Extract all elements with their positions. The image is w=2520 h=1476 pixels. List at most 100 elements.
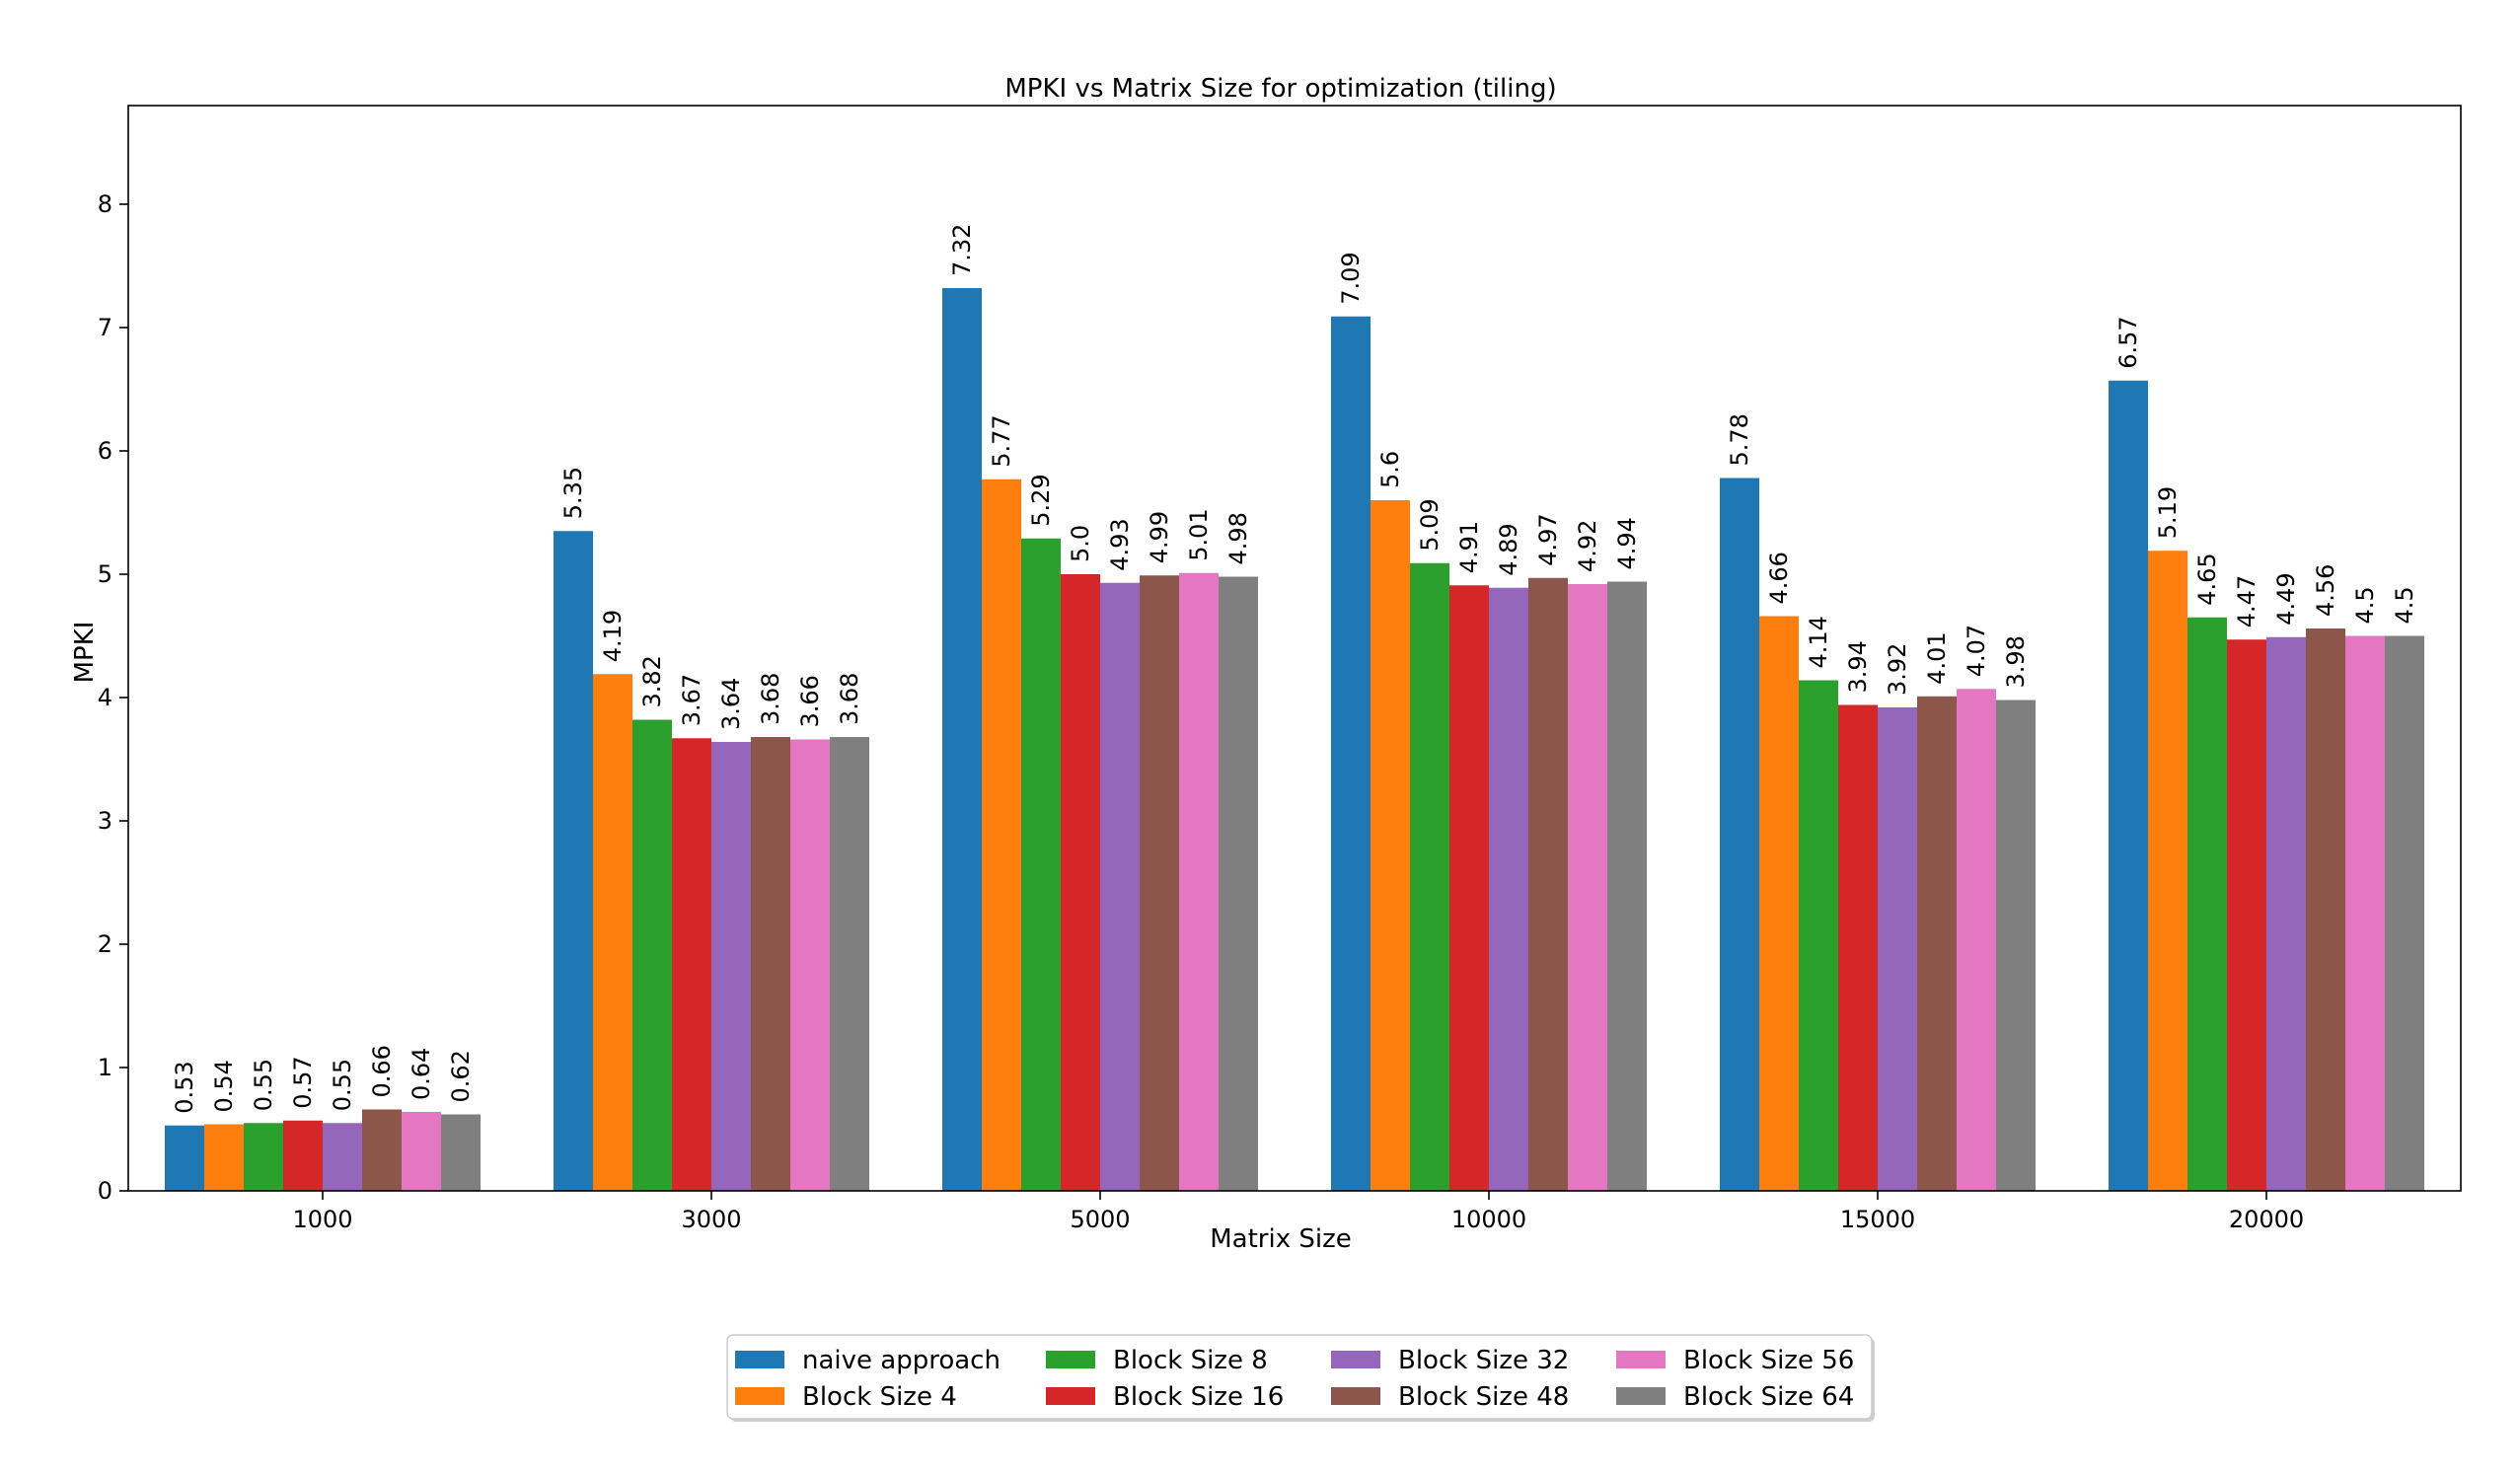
bar-value-label: 3.98 <box>2002 635 2030 688</box>
bar <box>672 738 711 1191</box>
bar-value-label: 3.68 <box>757 673 784 725</box>
bar <box>751 737 790 1191</box>
bar-value-label: 5.01 <box>1185 508 1213 560</box>
bar <box>1449 585 1489 1191</box>
legend-entry-label: Block Size 56 <box>1683 1346 1854 1375</box>
legend: naive approach Block Size 4 Block Size 8 Bl… <box>726 1334 1875 1422</box>
bar-value-label: 3.64 <box>717 678 745 730</box>
legend-entry-label: Block Size 8 <box>1113 1346 1268 1375</box>
bar <box>244 1123 283 1191</box>
bar <box>1878 707 1917 1191</box>
bar <box>1568 584 1607 1191</box>
y-tick-label: 3 <box>98 807 112 835</box>
bar-value-label: 0.55 <box>329 1059 356 1111</box>
bar-value-label: 3.66 <box>796 675 824 727</box>
bar <box>790 739 830 1191</box>
bar <box>323 1123 362 1191</box>
bar-value-label: 7.32 <box>948 224 976 276</box>
legend-swatch <box>1331 1387 1380 1405</box>
x-tick-label: 15000 <box>1840 1206 1915 1233</box>
bar-value-label: 5.09 <box>1416 498 1444 551</box>
bar <box>2345 635 2385 1191</box>
bar <box>982 479 1021 1191</box>
bar <box>1528 577 1568 1191</box>
chart-title: MPKI vs Matrix Size for optimization (ti… <box>1004 74 1556 104</box>
bar-value-label: 7.09 <box>1337 252 1365 304</box>
x-tick-label: 5000 <box>1070 1206 1130 1233</box>
bar-value-label: 3.92 <box>1884 643 1911 696</box>
y-tick-label: 4 <box>98 684 112 711</box>
bar <box>2266 636 2306 1191</box>
legend-entry-label: Block Size 64 <box>1683 1382 1854 1412</box>
bar <box>283 1120 323 1191</box>
legend-entry-label: naive approach <box>802 1346 1001 1375</box>
axes-layer: 0 1 2 3 4 5 6 7 8 1000 3000 5000 10000 15000 20000 <box>98 105 2462 1233</box>
bar-value-label: 5.6 <box>1376 451 1404 488</box>
bar <box>942 288 982 1191</box>
y-tick-label: 2 <box>98 930 112 958</box>
bar <box>1838 704 1878 1191</box>
bar <box>1100 582 1140 1191</box>
bar-value-label: 3.67 <box>678 674 705 726</box>
bar-value-label: 5.35 <box>559 467 587 519</box>
bar <box>1799 680 1838 1191</box>
legend-box <box>726 1334 1873 1420</box>
bar-value-label: 4.97 <box>1534 513 1562 565</box>
bar-value-label: 4.66 <box>1765 552 1793 604</box>
legend-entry-label: Block Size 16 <box>1113 1382 1284 1412</box>
bar-value-label: 3.68 <box>836 673 863 725</box>
bar <box>1607 581 1647 1191</box>
bar <box>1021 538 1061 1191</box>
y-tick-label: 0 <box>98 1177 112 1205</box>
bar-value-label: 4.92 <box>1574 520 1601 572</box>
bar <box>1371 500 1410 1191</box>
legend-swatch <box>1616 1387 1666 1405</box>
x-tick-label: 10000 <box>1451 1206 1526 1233</box>
bar <box>1957 689 1996 1191</box>
bar-value-label: 0.54 <box>210 1060 238 1112</box>
bar-value-label: 4.5 <box>2391 586 2418 624</box>
bar-value-label: 4.98 <box>1224 512 1252 564</box>
bar <box>2148 551 2187 1191</box>
bar-value-label: 4.94 <box>1613 517 1641 569</box>
legend-swatch <box>1616 1351 1666 1368</box>
data-labels-layer: 0.53 5.35 7.32 7.09 5.78 6.57 0.54 4.19 5.77 5.6 4… <box>171 224 2418 1114</box>
bar-value-label: 5.0 <box>1067 525 1094 562</box>
bar-value-label: 0.57 <box>289 1056 317 1108</box>
x-tick-label: 1000 <box>292 1206 352 1233</box>
bar-value-label: 4.19 <box>599 610 627 662</box>
legend-entry-label: Block Size 48 <box>1398 1382 1569 1412</box>
bar <box>1720 478 1759 1191</box>
bar-value-label: 4.5 <box>2351 586 2379 624</box>
y-tick-label: 8 <box>98 190 112 218</box>
bar <box>830 737 869 1191</box>
bar <box>632 719 672 1191</box>
bar <box>1489 587 1528 1191</box>
y-tick-label: 1 <box>98 1054 112 1081</box>
bar-value-label: 4.49 <box>2272 572 2300 625</box>
bar <box>362 1109 402 1191</box>
bar <box>441 1114 481 1191</box>
bar <box>1759 616 1799 1191</box>
bar-value-label: 3.82 <box>638 655 666 707</box>
bar <box>593 674 632 1191</box>
y-tick-label: 5 <box>98 560 112 588</box>
bar <box>2227 639 2266 1191</box>
bars-layer <box>165 288 2424 1191</box>
y-axis-label: MPKI <box>70 622 100 684</box>
bar <box>204 1124 244 1191</box>
bar <box>2306 628 2345 1191</box>
bar <box>554 531 593 1191</box>
legend-swatch <box>735 1351 784 1368</box>
bar <box>1331 316 1371 1191</box>
bar-value-label: 4.14 <box>1805 616 1832 668</box>
bar-value-label: 0.55 <box>250 1059 277 1111</box>
bar <box>2187 617 2227 1191</box>
bar-value-label: 0.62 <box>447 1050 475 1102</box>
x-tick-label: 3000 <box>681 1206 741 1233</box>
bar-value-label: 4.65 <box>2193 553 2221 605</box>
bar-value-label: 5.19 <box>2154 486 2182 539</box>
bar-value-label: 0.53 <box>171 1061 198 1113</box>
bar-value-label: 0.64 <box>408 1048 435 1100</box>
